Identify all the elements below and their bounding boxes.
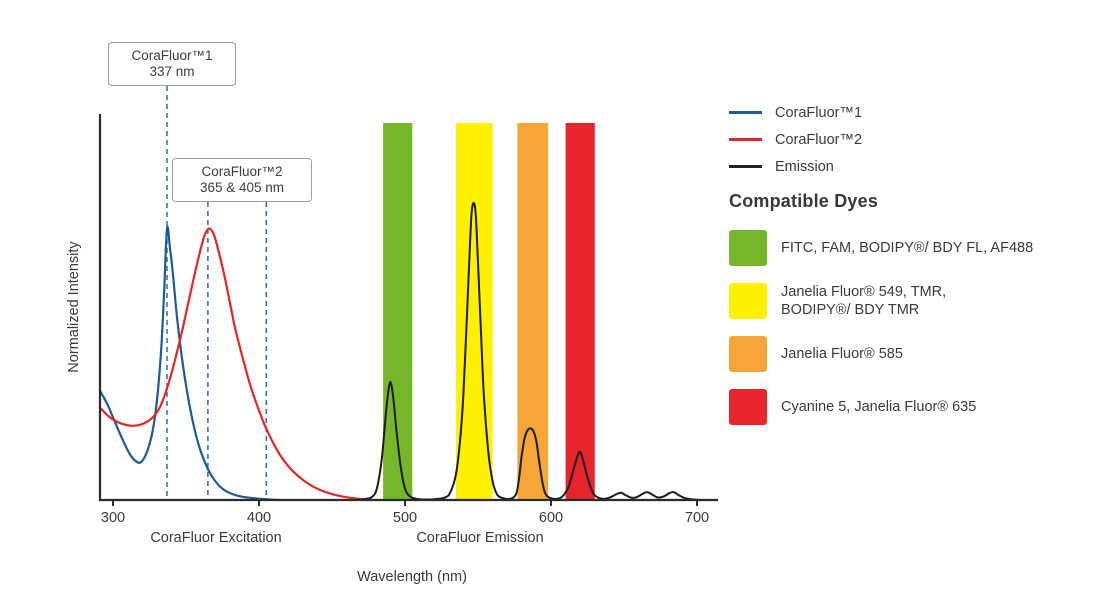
dye-item-red: Cyanine 5, Janelia Fluor® 635: [729, 389, 1107, 425]
legend-label: Emission: [775, 158, 834, 175]
callout-corafluor1-excitation: CoraFluor™1 337 nm: [108, 42, 236, 86]
legend-item-emission: Emission: [729, 158, 1107, 175]
dye-label: Cyanine 5, Janelia Fluor® 635: [781, 399, 977, 415]
callout-value: 337 nm: [149, 64, 195, 79]
filter-band: [517, 123, 549, 500]
dye-label: Janelia Fluor® 549, TMR, BODIPY®/ BDY TM…: [781, 284, 947, 318]
y-axis-title: Normalized Intensity: [66, 241, 82, 373]
dye-color-swatch: [729, 336, 767, 372]
legend-line-swatch: [729, 111, 762, 114]
filter-band: [565, 123, 595, 500]
dye-label: FITC, FAM, BODIPY®/ BDY FL, AF488: [781, 240, 1034, 256]
legend-label: CoraFluor™1: [775, 104, 863, 121]
annotation-dash-lines: [166, 86, 268, 500]
dye-item-orange: Janelia Fluor® 585: [729, 336, 1107, 372]
dye-color-swatch: [729, 230, 767, 266]
legend-line-swatch: [729, 165, 762, 168]
legend-panel: CoraFluor™1 CoraFluor™2 Emission Compati…: [729, 104, 1107, 442]
legend-line-swatch: [729, 138, 762, 141]
series-curve-excitation: [98, 225, 281, 502]
series-curve-emission: [345, 201, 716, 502]
dye-label: Janelia Fluor® 585: [781, 346, 903, 362]
legend-item-corafluor1: CoraFluor™1: [729, 104, 1107, 121]
callout-value: 365 & 405 nm: [199, 180, 285, 195]
x-tick-label: 400: [247, 510, 271, 526]
spectra-curves: [98, 201, 716, 502]
dye-item-green: FITC, FAM, BODIPY®/ BDY FL, AF488: [729, 230, 1107, 266]
series-curve-excitation: [98, 227, 374, 502]
filter-bands: [383, 123, 595, 500]
dye-color-swatch: [729, 389, 767, 425]
dye-item-yellow: Janelia Fluor® 549, TMR, BODIPY®/ BDY TM…: [729, 283, 1107, 319]
callout-corafluor2-excitation: CoraFluor™2 365 & 405 nm: [172, 158, 312, 202]
spectra-chart: 300 400 500 600 700: [98, 86, 718, 526]
dye-color-swatch: [729, 283, 767, 319]
callout-title: CoraFluor™2: [201, 164, 283, 179]
x-tick-label: 300: [101, 510, 125, 526]
compatible-dyes-heading: Compatible Dyes: [729, 191, 879, 211]
x-tick-label: 500: [393, 510, 417, 526]
legend-label: CoraFluor™2: [775, 131, 863, 148]
callout-title: CoraFluor™1: [131, 48, 213, 63]
legend-item-corafluor2: CoraFluor™2: [729, 131, 1107, 148]
x-axis-title: Wavelength (nm): [357, 569, 467, 585]
x-tick-label: 700: [685, 510, 709, 526]
x-section-label-emission: CoraFluor Emission: [416, 530, 544, 546]
x-section-label-excitation: CoraFluor Excitation: [150, 530, 282, 546]
x-tick-label: 600: [539, 510, 563, 526]
x-axis-ticks: 300 400 500 600 700: [101, 500, 709, 526]
